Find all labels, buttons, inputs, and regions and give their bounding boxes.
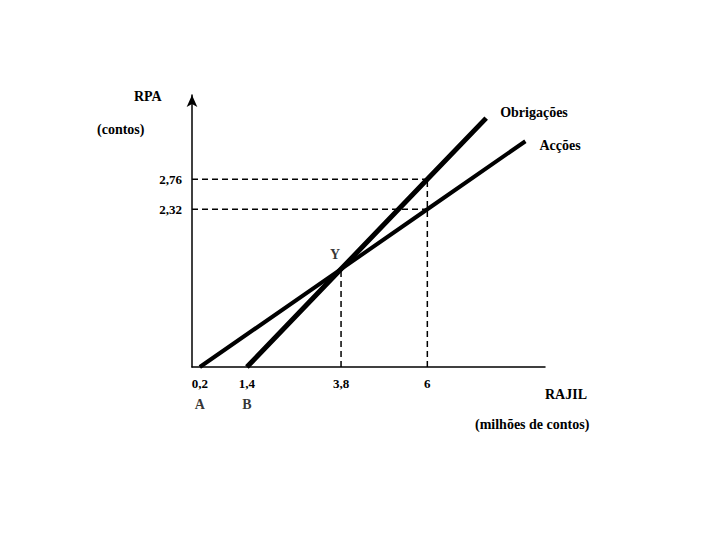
svg-text:(milhões de contos): (milhões de contos) <box>475 417 590 433</box>
svg-text:2,32: 2,32 <box>159 202 182 217</box>
svg-text:2,76: 2,76 <box>159 172 182 187</box>
svg-text:A: A <box>195 397 206 412</box>
html-text:Gestão Financeira e Orçamental: Gestão Financeira e Orçamental <box>55 33 316 53</box>
html-text:INSTITUTO SUPERIOR DE TRANSPOR: INSTITUTO SUPERIOR DE TRANSPORTES E COMU… <box>78 4 642 25</box>
svg-text:Obrigações: Obrigações <box>500 105 568 120</box>
svg-text:RAJIL: RAJIL <box>545 387 587 402</box>
svg-text:Y: Y <box>330 247 340 262</box>
svg-text:0,2: 0,2 <box>192 376 208 391</box>
svg-text:3,8: 3,8 <box>333 376 350 391</box>
svg-text:6: 6 <box>424 376 431 391</box>
svg-text:B: B <box>242 397 251 412</box>
svg-text:Acções: Acções <box>539 138 581 153</box>
svg-text:RPA: RPA <box>134 89 163 104</box>
html-text:Ano Lectivo: 2020: Ano Lectivo: 2020 <box>487 33 632 53</box>
svg-text:1,4: 1,4 <box>239 376 256 391</box>
svg-text:(contos): (contos) <box>97 122 145 138</box>
